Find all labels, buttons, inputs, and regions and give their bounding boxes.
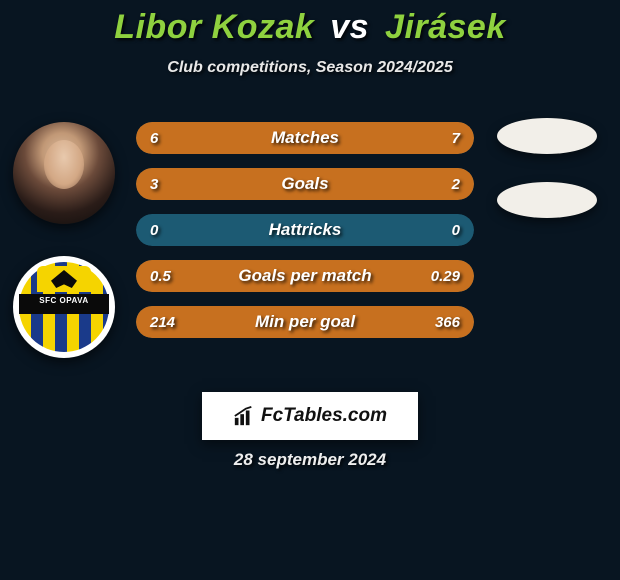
player2-avatar-placeholder [497,118,597,154]
brand-box[interactable]: FcTables.com [202,392,418,440]
stat-bar-left [136,122,291,154]
stat-row: 0.5 0.29 Goals per match [136,260,474,292]
comparison-title: Libor Kozak vs Jirásek [0,0,620,47]
vs-label: vs [330,8,369,46]
stat-label: Min per goal [255,312,355,332]
player1-avatar [13,122,115,224]
stat-value-right: 7 [452,130,460,147]
stats-list: 6 7 Matches 3 2 Goals 0 0 Hattricks 0.5 0.29 Goals … [136,122,474,338]
season-subtitle: Club competitions, Season 2024/2025 [0,59,620,77]
player1-name: Libor Kozak [114,8,314,46]
stat-row: 0 0 Hattricks [136,214,474,246]
player2-name: Jirásek [385,8,506,46]
stat-value-left: 6 [150,130,158,147]
stat-row: 6 7 Matches [136,122,474,154]
snapshot-date: 28 september 2024 [0,450,620,470]
stat-label: Goals [281,174,328,194]
stat-row: 3 2 Goals [136,168,474,200]
player1-club-crest: SFC OPAVA [13,256,115,358]
player2-club-placeholder [497,182,597,218]
stat-value-right: 0 [452,222,460,239]
stat-value-left: 0 [150,222,158,239]
left-column: SFC OPAVA [8,122,120,358]
stat-value-left: 0.5 [150,268,171,285]
stat-label: Matches [271,128,339,148]
stat-value-right: 2 [452,176,460,193]
right-column [492,118,602,218]
crest-text: SFC OPAVA [13,296,115,305]
stat-value-right: 366 [435,314,460,331]
stat-label: Hattricks [269,220,342,240]
stat-row: 214 366 Min per goal [136,306,474,338]
stat-value-left: 214 [150,314,175,331]
stat-value-right: 0.29 [431,268,460,285]
chart-icon [233,405,255,427]
brand-text: FcTables.com [261,405,387,427]
stat-value-left: 3 [150,176,158,193]
stat-label: Goals per match [238,266,371,286]
